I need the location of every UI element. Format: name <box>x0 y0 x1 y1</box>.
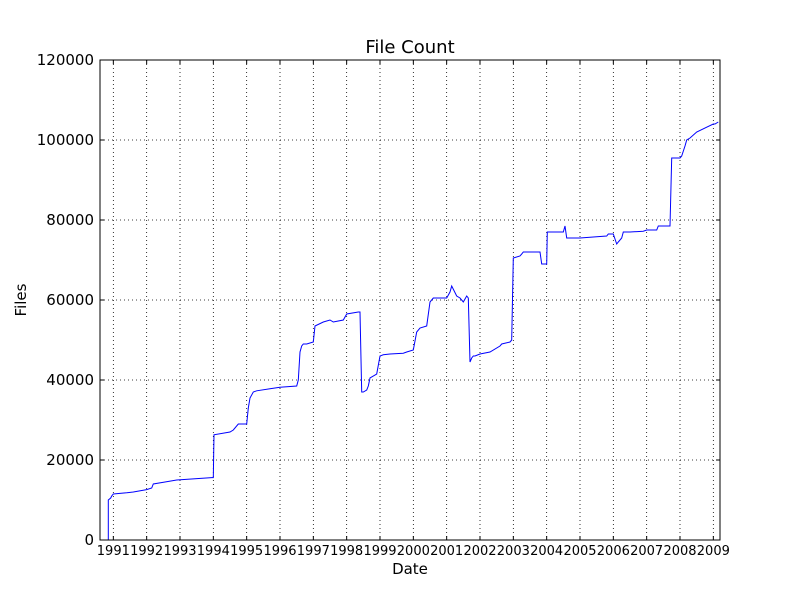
x-tick-label: 2009 <box>697 544 730 559</box>
x-tick-label: 1994 <box>197 544 230 559</box>
x-tick-label: 2008 <box>663 544 696 559</box>
y-tick-label: 20000 <box>46 451 94 469</box>
x-tick-label: 2004 <box>530 544 563 559</box>
x-tick-label: 2006 <box>597 544 630 559</box>
x-tick-label: 1993 <box>163 544 196 559</box>
y-tick-label: 40000 <box>46 371 94 389</box>
axis-ticks <box>100 59 720 541</box>
x-tick-label: 1992 <box>130 544 163 559</box>
y-tick-label: 100000 <box>37 131 94 149</box>
x-tick-label: 1997 <box>297 544 330 559</box>
series-line-0 <box>106 121 719 541</box>
series-layer <box>106 121 719 541</box>
chart-title: File Count <box>365 37 454 58</box>
x-tick-label: 2005 <box>563 544 596 559</box>
y-axis-label: Files <box>12 283 30 316</box>
x-tick-label: 2003 <box>497 544 530 559</box>
y-tick-label: 80000 <box>46 211 94 229</box>
x-tick-label: 2002 <box>463 544 496 559</box>
x-tick-label: 1999 <box>363 544 396 559</box>
x-tick-label: 2001 <box>430 544 463 559</box>
x-tick-label: 1995 <box>230 544 263 559</box>
x-tick-label: 2000 <box>397 544 430 559</box>
x-tick-label: 1991 <box>97 544 130 559</box>
y-tick-label: 60000 <box>46 291 94 309</box>
y-tick-label: 120000 <box>37 51 94 69</box>
x-tick-label: 1996 <box>263 544 296 559</box>
x-axis-label: Date <box>392 560 428 578</box>
y-tick-label: 0 <box>84 531 94 549</box>
x-tick-label: 2007 <box>630 544 663 559</box>
y-tick-labels: 0 20000 40000 60000 80000 100000 120000 <box>37 51 94 549</box>
x-tick-labels: 1991 1992 1993 1994 1995 1996 1997 1998 1999 2000… <box>97 544 730 559</box>
x-tick-label: 1998 <box>330 544 363 559</box>
